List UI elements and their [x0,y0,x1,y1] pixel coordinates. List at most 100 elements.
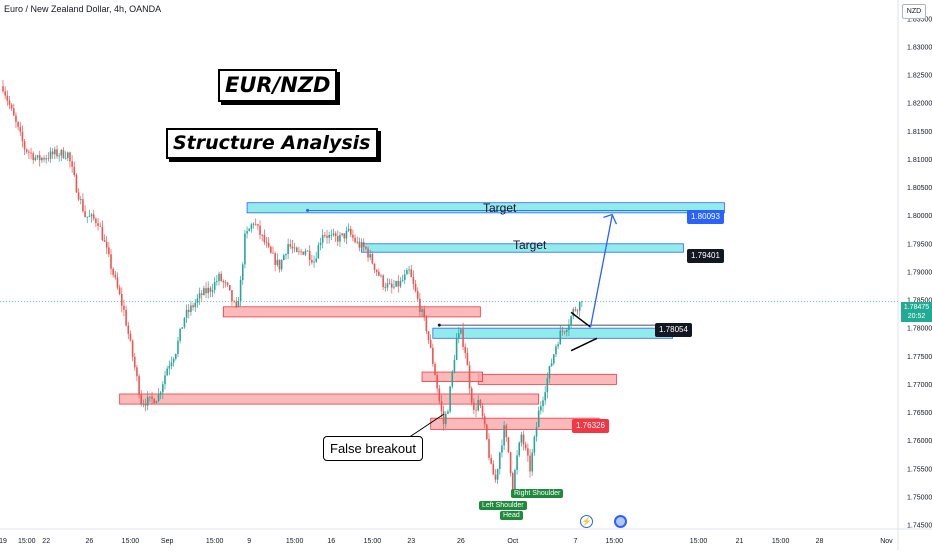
candle-body-179 [388,283,391,285]
candle-body-59 [129,333,132,341]
candle-body-102 [222,281,225,283]
price-tick-12: 1.77500 [907,354,932,361]
candle-body-6 [15,115,17,122]
candle-body-89 [194,302,197,308]
candle-body-191 [414,283,417,292]
candle-body-210 [455,338,458,360]
candle-body-212 [460,329,462,334]
candle-body-143 [311,260,313,263]
candle-body-228 [494,474,497,480]
economic-event-icon[interactable] [614,515,627,528]
candle-body-170 [369,254,371,258]
candle-body-43 [95,218,97,224]
candle-body-192 [416,291,419,299]
time-tick-9: 16 [327,538,335,545]
candle-body-57 [125,309,127,326]
countdown-value: 20:52 [907,313,926,320]
candle-body-87 [190,305,192,312]
candle-body-114 [248,228,251,232]
candle-body-101 [220,273,222,282]
candle-body-266 [576,310,579,312]
candle-body-245 [531,452,533,472]
candle-body-173 [375,269,378,272]
level-dot-3 [437,323,441,327]
false-breakout-callout: False breakout [323,436,423,461]
flash-icon[interactable]: ⚡ [580,515,593,528]
price-tick-17: 1.75000 [907,494,932,501]
candle-body-193 [419,298,421,312]
candle-body-106 [231,290,233,302]
candle-body-165 [358,241,361,248]
candle-body-13 [30,152,32,154]
price-tick-11: 1.78000 [907,326,932,333]
candle-body-134 [291,246,294,249]
candle-body-235 [509,452,512,473]
candle-body-36 [79,199,82,200]
candle-body-40 [88,216,91,217]
candle-body-17 [38,155,41,161]
target-label-lower: Target [513,238,547,252]
candle-body-66 [144,403,147,406]
candle-body-198 [429,340,432,348]
target-level-dot [306,208,310,212]
price-tick-2: 1.82500 [907,73,932,80]
level-flag-2: 1.79401 [687,249,724,263]
candle-body-144 [313,261,315,263]
candle-body-140 [304,250,307,255]
candle-body-185 [401,279,404,281]
candle-body-223 [483,416,486,425]
candle-body-91 [198,293,201,299]
candle-body-148 [321,235,324,243]
time-tick-16: 15:00 [690,538,708,545]
candle-body-110 [239,279,242,302]
wedge-lower-line [570,337,598,352]
candle-body-211 [457,333,460,339]
candle-body-158 [343,233,346,239]
candle-body-61 [133,356,136,368]
candle-body-105 [229,284,231,291]
candle-body-39 [86,216,89,218]
candle-body-240 [520,434,523,443]
candle-body-92 [200,293,203,296]
candle-body-96 [209,287,212,292]
price-tick-0: 1.83500 [907,16,932,23]
candle-body-171 [371,254,374,264]
candle-body-207 [449,386,451,412]
candle-body-22 [49,151,52,159]
candle-body-167 [362,242,365,247]
candle-body-237 [514,470,516,490]
time-tick-18: 15:00 [772,538,790,545]
candle-body-184 [399,280,402,287]
currency-button[interactable]: NZD [902,4,926,19]
candle-body-267 [578,302,581,311]
candle-body-67 [146,397,149,406]
candle-body-154 [334,233,337,237]
candle-body-25 [56,149,58,157]
candle-body-206 [447,411,449,414]
candle-body-249 [540,406,542,411]
candle-body-18 [41,157,43,161]
analysis-title: Structure Analysis [166,128,378,159]
candle-body-120 [261,234,263,236]
candle-body-109 [237,301,240,307]
time-tick-1: 15:00 [18,538,36,545]
candle-body-15 [34,157,37,161]
candle-body-47 [103,240,106,242]
candle-body-99 [216,280,218,282]
candle-body-199 [432,347,434,364]
candle-body-136 [295,247,298,252]
price-tick-1: 1.83000 [907,44,932,51]
candle-body-255 [553,354,555,364]
candle-body-216 [468,365,471,389]
resistance-zone-4 [119,393,540,405]
candle-body-218 [473,402,475,410]
candle-body-214 [464,346,467,353]
candle-body-19 [43,157,45,160]
candle-body-10 [23,141,26,150]
candle-body-139 [302,251,305,255]
candle-body-174 [378,271,380,276]
candle-body-175 [380,275,382,277]
candle-body-231 [501,445,503,453]
